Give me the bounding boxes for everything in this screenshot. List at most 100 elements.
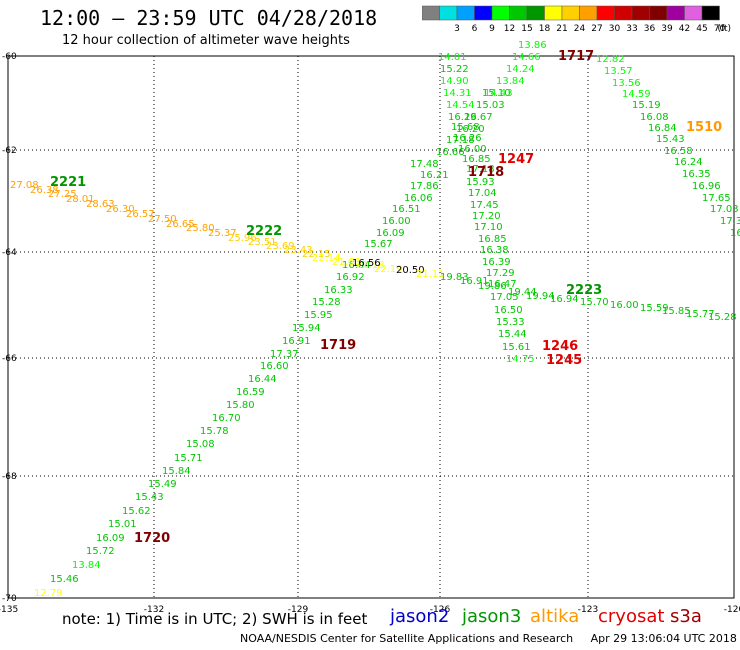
- wave-height-label: 16.00: [610, 300, 639, 311]
- wave-height-label: 15.19: [632, 100, 661, 111]
- wave-height-label: 16.09: [376, 228, 405, 239]
- note-text: note: 1) Time is in UTC; 2) SWH is in fe…: [62, 610, 368, 628]
- wave-height-label: 17.29: [486, 268, 515, 279]
- wave-height-label: 16.85: [462, 154, 491, 165]
- pass-time-label: 1510: [686, 120, 722, 135]
- scale-tick-label: 3: [454, 24, 460, 34]
- wave-height-label: 17.03: [710, 204, 739, 215]
- wave-height-label: 15.03: [476, 100, 505, 111]
- wave-height-label: 12.82: [596, 54, 625, 65]
- wave-height-label: 17.18: [446, 135, 475, 146]
- scale-tick-label: 45: [696, 24, 707, 34]
- wave-height-label: 28.63: [86, 199, 115, 210]
- wave-height-label: 21.11: [416, 269, 445, 280]
- wave-height-label: 15.44: [498, 329, 527, 340]
- wave-height-label: 15.59: [640, 303, 669, 314]
- lat-label: -62: [2, 146, 17, 156]
- lat-label: -60: [2, 52, 17, 62]
- color-scale-legend: 3 6 9 12 15 18 21 24 27 30 33 36 39 42 45 70(ft): [422, 5, 732, 34]
- wave-height-label: 13.84: [72, 560, 101, 571]
- wave-height-label: 17.48: [410, 159, 439, 170]
- wave-height-label: 16.00: [382, 216, 411, 227]
- wave-height-label: 15.80: [226, 400, 255, 411]
- wave-height-label: 15.71: [174, 453, 203, 464]
- wave-height-label: 15.72: [86, 546, 115, 557]
- wave-height-label: 17.37: [270, 349, 299, 360]
- wave-height-label: 16.04: [342, 260, 371, 271]
- scale-tick-label: 27: [591, 24, 602, 34]
- wave-height-label: 19.44: [508, 287, 537, 298]
- wave-height-label: 21.63: [332, 257, 361, 268]
- lat-label: -70: [2, 594, 17, 604]
- wave-height-label: 17.3: [720, 216, 740, 227]
- wave-height-label: 16.21: [420, 170, 449, 181]
- wave-height-label: 17.45: [470, 200, 499, 211]
- wave-height-label: 16.50: [494, 305, 523, 316]
- wave-height-label: 16.38: [480, 245, 509, 256]
- wave-height-label: 26.65: [166, 219, 195, 230]
- wave-height-label: 27.50: [148, 214, 177, 225]
- wave-height-label: 16.24: [674, 157, 703, 168]
- scale-unit: (ft): [718, 24, 732, 34]
- scale-tick-label: 30: [609, 24, 621, 34]
- wave-height-label: 14.90: [440, 76, 469, 87]
- wave-height-label: 13.86: [518, 40, 547, 51]
- scale-tick-label: 9: [489, 24, 495, 34]
- lat-label: -64: [2, 248, 17, 258]
- page-subtitle: 12 hour collection of altimeter wave hei…: [62, 33, 350, 48]
- wave-height-label: 14.54: [446, 100, 475, 111]
- pass-time-label: 2223: [566, 283, 602, 298]
- wave-height-label: 16: [730, 228, 740, 239]
- wave-height-label: 16.26: [453, 133, 482, 144]
- wave-height-label: 26.57: [126, 209, 155, 220]
- wave-height-label: 16.29: [448, 112, 477, 123]
- wave-height-label: 15.49: [148, 479, 177, 490]
- wave-height-label: 23.43: [284, 245, 313, 256]
- footer-credit: NOAA/NESDIS Center for Satellite Applica…: [240, 632, 737, 645]
- wave-height-label: 15.62: [122, 506, 151, 517]
- credit-text: NOAA/NESDIS Center for Satellite Applica…: [240, 632, 574, 645]
- wave-height-label: 15.28: [312, 297, 341, 308]
- wave-height-label: 16.35: [682, 169, 711, 180]
- pass-time-label: 1246: [542, 339, 578, 354]
- wave-height-label: 15.43: [135, 492, 164, 503]
- satellite-legend-s3a: s3a: [670, 606, 702, 627]
- lon-label: -120: [724, 605, 740, 615]
- wave-height-label: 16.00: [458, 144, 487, 155]
- scale-tick-label: 24: [574, 24, 586, 34]
- wave-height-label: 20.50: [396, 265, 425, 276]
- satellite-legend-cryosat: cryosat: [598, 606, 665, 627]
- wave-height-label: 15.10: [482, 88, 511, 99]
- wave-height-label: 25.96: [228, 233, 257, 244]
- wave-height-label: 15.46: [50, 574, 79, 585]
- wave-height-label: 14.43: [484, 88, 513, 99]
- wave-height-label: 16.85: [478, 234, 507, 245]
- wave-height-label: 16.59: [236, 387, 265, 398]
- wave-height-label: 16.56: [352, 258, 381, 269]
- wave-height-label: 16.33: [324, 285, 353, 296]
- map-frame: [7, 55, 735, 599]
- wave-height-label: 16.92: [336, 272, 365, 283]
- wave-height-label: 14.75: [506, 354, 535, 365]
- wave-height-label: 26.30: [106, 204, 135, 215]
- wave-height-label: 16.66: [436, 147, 465, 158]
- wave-height-label: 17.86: [410, 181, 439, 192]
- wave-height-label: 14.66: [512, 52, 541, 63]
- wave-height-label: 22.15: [302, 249, 331, 260]
- wave-height-label: 15.22: [440, 64, 469, 75]
- wave-height-label: 15.28: [708, 312, 737, 323]
- wave-height-label: 19.83: [440, 272, 469, 283]
- wave-height-label: 25.37: [208, 228, 237, 239]
- scale-tick-label: 21: [556, 24, 567, 34]
- wave-height-label: 14.24: [506, 64, 535, 75]
- lon-label: -135: [0, 605, 18, 615]
- wave-height-label: 16.60: [260, 361, 289, 372]
- satellite-legend-jason2: jason2: [390, 606, 450, 627]
- pass-time-label: 2221: [50, 175, 86, 190]
- wave-height-label: 16.47: [488, 279, 517, 290]
- pass-time-label: 1718: [468, 165, 504, 180]
- wave-height-label: 16.06: [404, 193, 433, 204]
- pass-time-label: 2222: [246, 224, 282, 239]
- lat-label: -66: [2, 354, 17, 364]
